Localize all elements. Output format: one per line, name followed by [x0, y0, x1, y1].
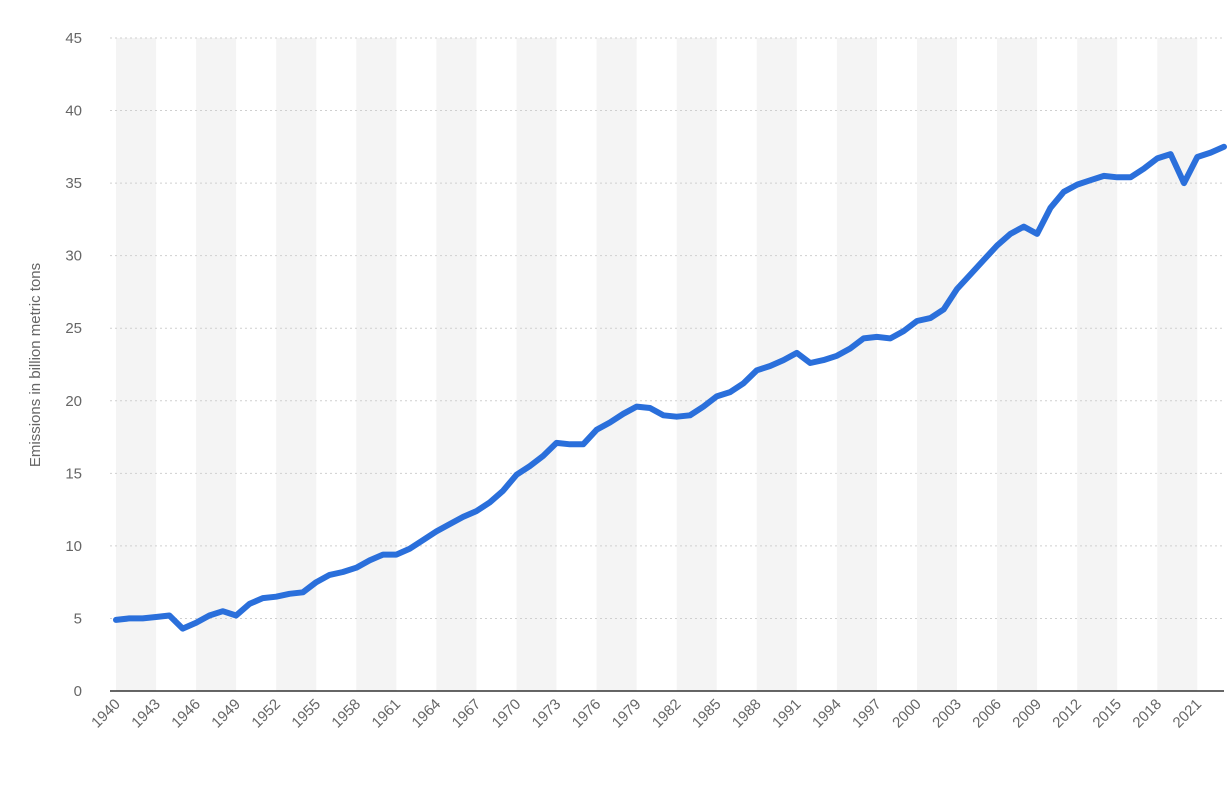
year-band [1077, 38, 1118, 691]
x-tick-label: 2012 [1049, 696, 1085, 732]
gridlines [110, 37, 1224, 619]
x-tick-label: 1955 [288, 696, 324, 732]
x-tick-label: 2009 [1009, 696, 1045, 732]
year-bands [116, 38, 1198, 691]
x-tick-label: 1961 [369, 696, 405, 732]
x-tick-label: 1982 [649, 696, 685, 732]
year-band [596, 38, 637, 691]
y-tick-label: 45 [65, 30, 82, 47]
x-tick-label: 1970 [489, 696, 525, 732]
y-tick-label: 10 [65, 538, 82, 555]
x-tick-label: 1943 [128, 696, 164, 732]
x-tick-label: 1976 [569, 696, 605, 732]
x-tick-label: 1991 [769, 696, 805, 732]
y-axis-title: Emissions in billion metric tons [27, 263, 44, 467]
x-tick-label: 2015 [1089, 696, 1125, 732]
x-axis-ticks: 1940 1943 1946 1949 1952 1955 1958 1961 1964 1967… [88, 696, 1205, 732]
x-tick-label: 1979 [609, 696, 645, 732]
series-line [113, 143, 1227, 632]
year-band [997, 38, 1038, 691]
year-band [356, 38, 397, 691]
x-tick-label: 1964 [409, 696, 445, 732]
y-tick-label: 40 [65, 103, 82, 120]
y-tick-label: 25 [65, 320, 82, 337]
x-tick-label: 1949 [208, 696, 244, 732]
year-band [836, 38, 877, 691]
x-tick-label: 1997 [849, 696, 885, 732]
year-band [276, 38, 317, 691]
year-band [516, 38, 557, 691]
x-tick-label: 2006 [969, 696, 1005, 732]
x-tick-label: 1940 [88, 696, 124, 732]
x-tick-label: 1946 [168, 696, 204, 732]
year-band [196, 38, 237, 691]
year-band [116, 38, 157, 691]
x-tick-label: 1952 [248, 696, 284, 732]
x-tick-label: 1967 [449, 696, 485, 732]
y-tick-label: 0 [74, 683, 82, 700]
x-tick-label: 2021 [1170, 696, 1206, 732]
year-band [676, 38, 717, 691]
y-tick-label: 30 [65, 248, 82, 265]
y-tick-label: 35 [65, 175, 82, 192]
x-tick-label: 1985 [689, 696, 725, 732]
x-tick-label: 1973 [529, 696, 565, 732]
year-band [1157, 38, 1198, 691]
x-tick-label: 1958 [328, 696, 364, 732]
x-tick-label: 2000 [889, 696, 925, 732]
year-band [436, 38, 477, 691]
y-tick-label: 20 [65, 393, 82, 410]
y-tick-label: 15 [65, 465, 82, 482]
x-tick-label: 2003 [929, 696, 965, 732]
year-band [916, 38, 958, 691]
x-tick-label: 1988 [729, 696, 765, 732]
x-tick-label: 2018 [1129, 696, 1165, 732]
x-tick-label: 1994 [809, 696, 845, 732]
y-axis-ticks: 0 5 10 15 20 25 30 35 40 45 [65, 30, 82, 700]
y-tick-label: 5 [74, 610, 82, 627]
